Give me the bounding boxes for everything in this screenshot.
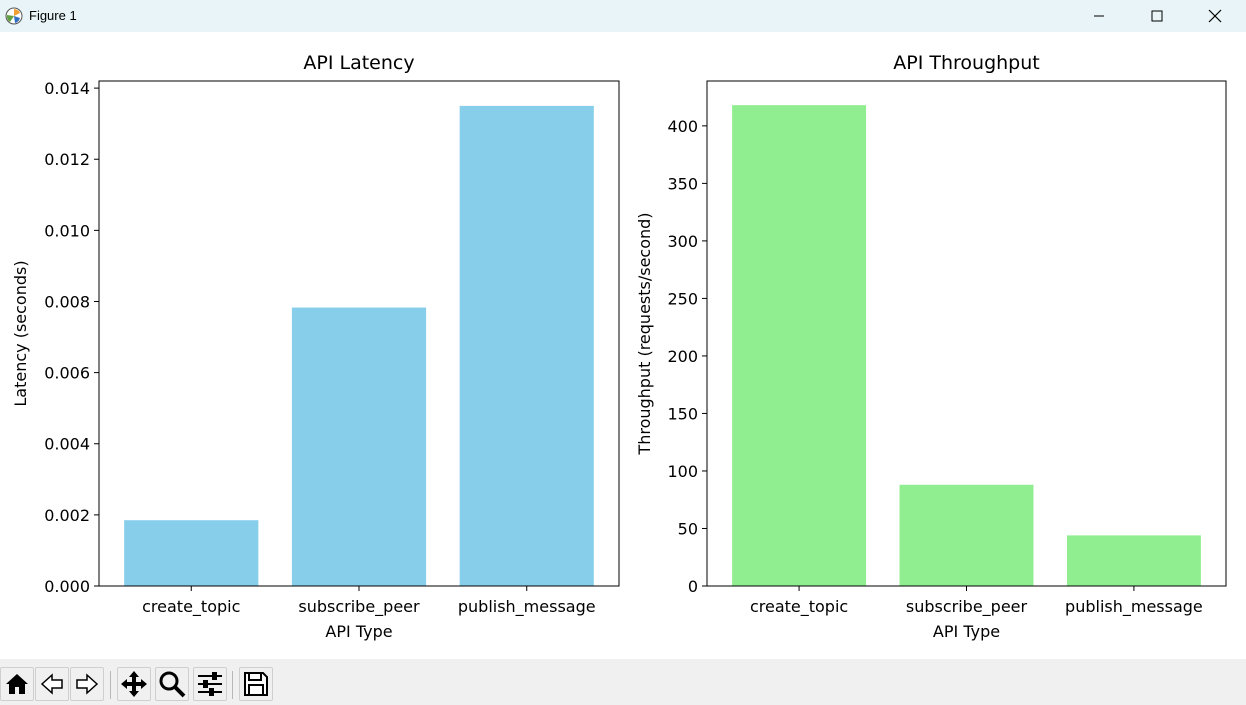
y-axis-label: Throughput (requests/second): [635, 212, 654, 455]
y-tick-label: 200: [667, 347, 698, 366]
bar-subscribe-peer: [291, 307, 427, 586]
bar-create-topic: [124, 520, 259, 586]
bar-publish-message: [459, 105, 594, 587]
y-tick-label: 150: [667, 404, 698, 423]
maximize-button[interactable]: [1128, 0, 1186, 32]
y-tick-label: 400: [667, 117, 698, 136]
y-tick-label: 250: [667, 289, 698, 308]
maximize-icon: [1151, 10, 1163, 22]
zoom-button[interactable]: [155, 667, 189, 701]
y-tick-label: 100: [667, 462, 698, 481]
bar-publish-message: [1066, 535, 1201, 586]
y-tick-label: 0.014: [44, 79, 90, 98]
y-tick-label: 0.006: [44, 364, 90, 383]
y-axis-label: Latency (seconds): [11, 260, 30, 406]
x-tick-label: subscribe_peer: [906, 597, 1028, 617]
y-tick-label: 0.010: [44, 221, 90, 240]
chart-title: API Latency: [303, 52, 414, 74]
figure-canvas: 0.000 0.002 0.004 0.006 0.008 0.010 0.012 0.014…: [0, 32, 1246, 659]
y-tick-label: 50: [678, 519, 698, 538]
x-axis-label: API Type: [933, 622, 1000, 641]
x-tick-label: subscribe_peer: [298, 597, 420, 617]
chart-title: API Throughput: [893, 52, 1039, 74]
x-tick-label: publish_message: [458, 597, 596, 617]
figure-svg: 0.000 0.002 0.004 0.006 0.008 0.010 0.012 0.014…: [11, 52, 1227, 641]
y-tick-label: 0.004: [44, 435, 90, 454]
y-tick-label: 0.008: [44, 292, 90, 311]
bar-create-topic: [732, 105, 867, 587]
back-button[interactable]: [35, 667, 69, 701]
home-button[interactable]: [0, 667, 34, 701]
x-tick-label: create_topic: [142, 597, 240, 617]
y-tick-label: 0: [688, 577, 698, 596]
minimize-icon: [1094, 15, 1104, 17]
x-axis-label: API Type: [325, 622, 392, 641]
pan-button[interactable]: [117, 667, 151, 701]
configure-subplots-button[interactable]: [193, 667, 227, 701]
window-title: Figure 1: [29, 8, 77, 23]
pan-move-icon: [121, 671, 147, 697]
y-tick-label: 0.002: [44, 506, 90, 525]
y-tick-label: 350: [667, 174, 698, 193]
bar-subscribe-peer: [899, 484, 1034, 586]
close-icon: [1208, 9, 1222, 23]
navigation-toolbar: [0, 659, 1246, 705]
toolbar-separator: [232, 671, 233, 699]
matplotlib-app-icon: [5, 7, 23, 25]
minimize-button[interactable]: [1070, 0, 1128, 32]
x-tick-label: publish_message: [1065, 597, 1203, 617]
home-icon: [6, 674, 28, 694]
zoom-magnifier-icon: [159, 671, 186, 698]
forward-button[interactable]: [70, 667, 104, 701]
y-tick-label: 0.012: [44, 150, 90, 169]
window-titlebar: Figure 1: [0, 0, 1246, 32]
close-button[interactable]: [1186, 0, 1244, 32]
forward-arrow-icon: [76, 673, 99, 695]
y-tick-label: 300: [667, 232, 698, 251]
save-button[interactable]: [239, 667, 273, 701]
configure-subplots-icon: [198, 672, 222, 696]
x-tick-label: create_topic: [750, 597, 848, 617]
y-tick-label: 0.000: [44, 577, 90, 596]
toolbar-separator: [110, 671, 111, 699]
back-arrow-icon: [40, 673, 63, 695]
save-floppy-icon: [244, 672, 268, 696]
